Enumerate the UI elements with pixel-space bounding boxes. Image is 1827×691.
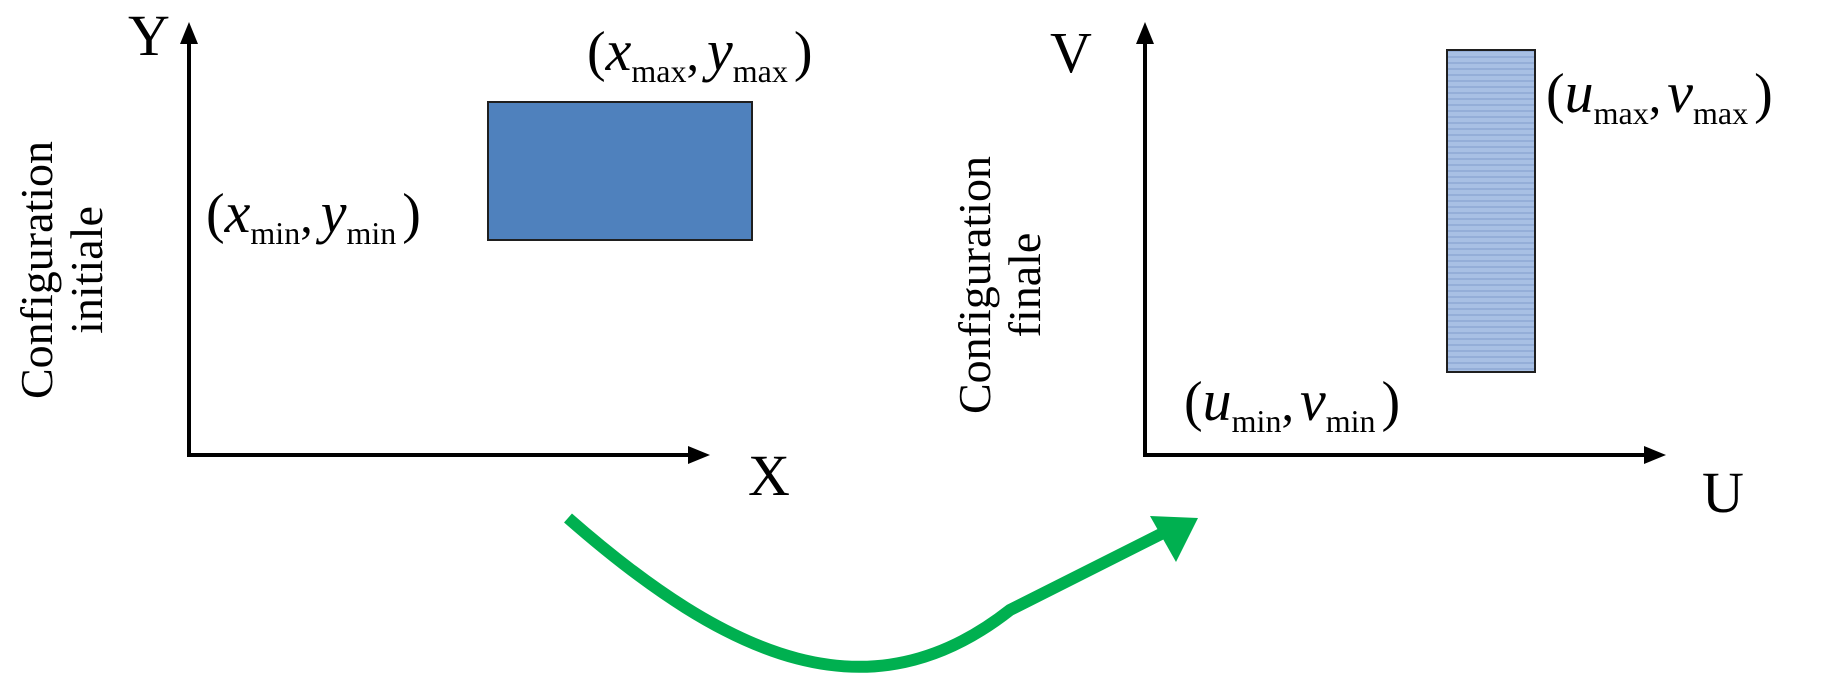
final-side-label-line1: Configuration: [949, 156, 1000, 414]
comma: ,: [687, 25, 700, 81]
initial-x-axis-arrowhead: [688, 446, 710, 464]
comma: ,: [300, 187, 313, 243]
final-panel: Configuration finale V U (umax, vmax) (um…: [949, 20, 1773, 525]
initial-x-axis-letter: X: [748, 443, 790, 508]
initial-panel: Configuration initiale Y X (xmax, ymax) (…: [11, 3, 813, 508]
transformation-arrow: [564, 513, 1198, 673]
final-x-axis-letter: U: [1702, 460, 1744, 525]
final-min-var2: v: [1300, 368, 1326, 433]
initial-max-sub1: max: [631, 53, 686, 89]
comma: ,: [1281, 375, 1294, 431]
final-side-label: Configuration finale: [949, 156, 1050, 414]
initial-max-var1: x: [605, 18, 632, 83]
final-max-sub2: max: [1693, 95, 1748, 131]
final-y-axis-letter: V: [1050, 20, 1092, 85]
initial-max-corner-label: (xmax, ymax): [587, 18, 813, 89]
final-max-sub1: max: [1594, 95, 1649, 131]
initial-max-sub2: max: [733, 53, 788, 89]
initial-min-var1: x: [224, 180, 251, 245]
final-max-var2: v: [1667, 60, 1693, 125]
transformation-arrow-shaft: [564, 513, 1168, 673]
transformation-arrowhead: [1150, 516, 1198, 562]
comma: ,: [1649, 67, 1662, 123]
final-axes: [1136, 22, 1666, 464]
initial-min-sub2: min: [346, 215, 396, 251]
initial-axes: [180, 22, 710, 464]
initial-min-sub1: min: [250, 215, 300, 251]
initial-rectangle: [487, 101, 753, 241]
final-side-label-line2: finale: [999, 233, 1050, 338]
final-min-sub1: min: [1232, 403, 1282, 439]
initial-y-axis-letter: Y: [128, 3, 170, 68]
final-min-var1: u: [1203, 368, 1232, 433]
final-x-axis-arrowhead: [1644, 446, 1666, 464]
final-min-sub2: min: [1326, 403, 1376, 439]
initial-y-axis-arrowhead: [180, 22, 198, 44]
initial-max-var2: y: [702, 18, 733, 83]
final-y-axis-arrowhead: [1136, 22, 1154, 44]
close-paren: ): [402, 183, 421, 245]
final-rectangle: [1446, 49, 1536, 373]
initial-side-label-line1: Configuration: [11, 141, 62, 399]
close-paren: ): [794, 21, 813, 83]
open-paren: (: [1184, 371, 1203, 433]
final-min-corner-label: (umin, vmin): [1184, 368, 1400, 439]
final-max-var1: u: [1565, 60, 1594, 125]
open-paren: (: [206, 183, 225, 245]
open-paren: (: [587, 21, 606, 83]
close-paren: ): [1754, 63, 1773, 125]
final-max-corner-label: (umax, vmax): [1546, 60, 1773, 131]
close-paren: ): [1381, 371, 1400, 433]
initial-min-var2: y: [316, 180, 347, 245]
initial-side-label: Configuration initiale: [11, 141, 112, 399]
initial-side-label-line2: initiale: [61, 206, 112, 334]
open-paren: (: [1546, 63, 1565, 125]
initial-min-corner-label: (xmin, ymin): [206, 180, 421, 251]
